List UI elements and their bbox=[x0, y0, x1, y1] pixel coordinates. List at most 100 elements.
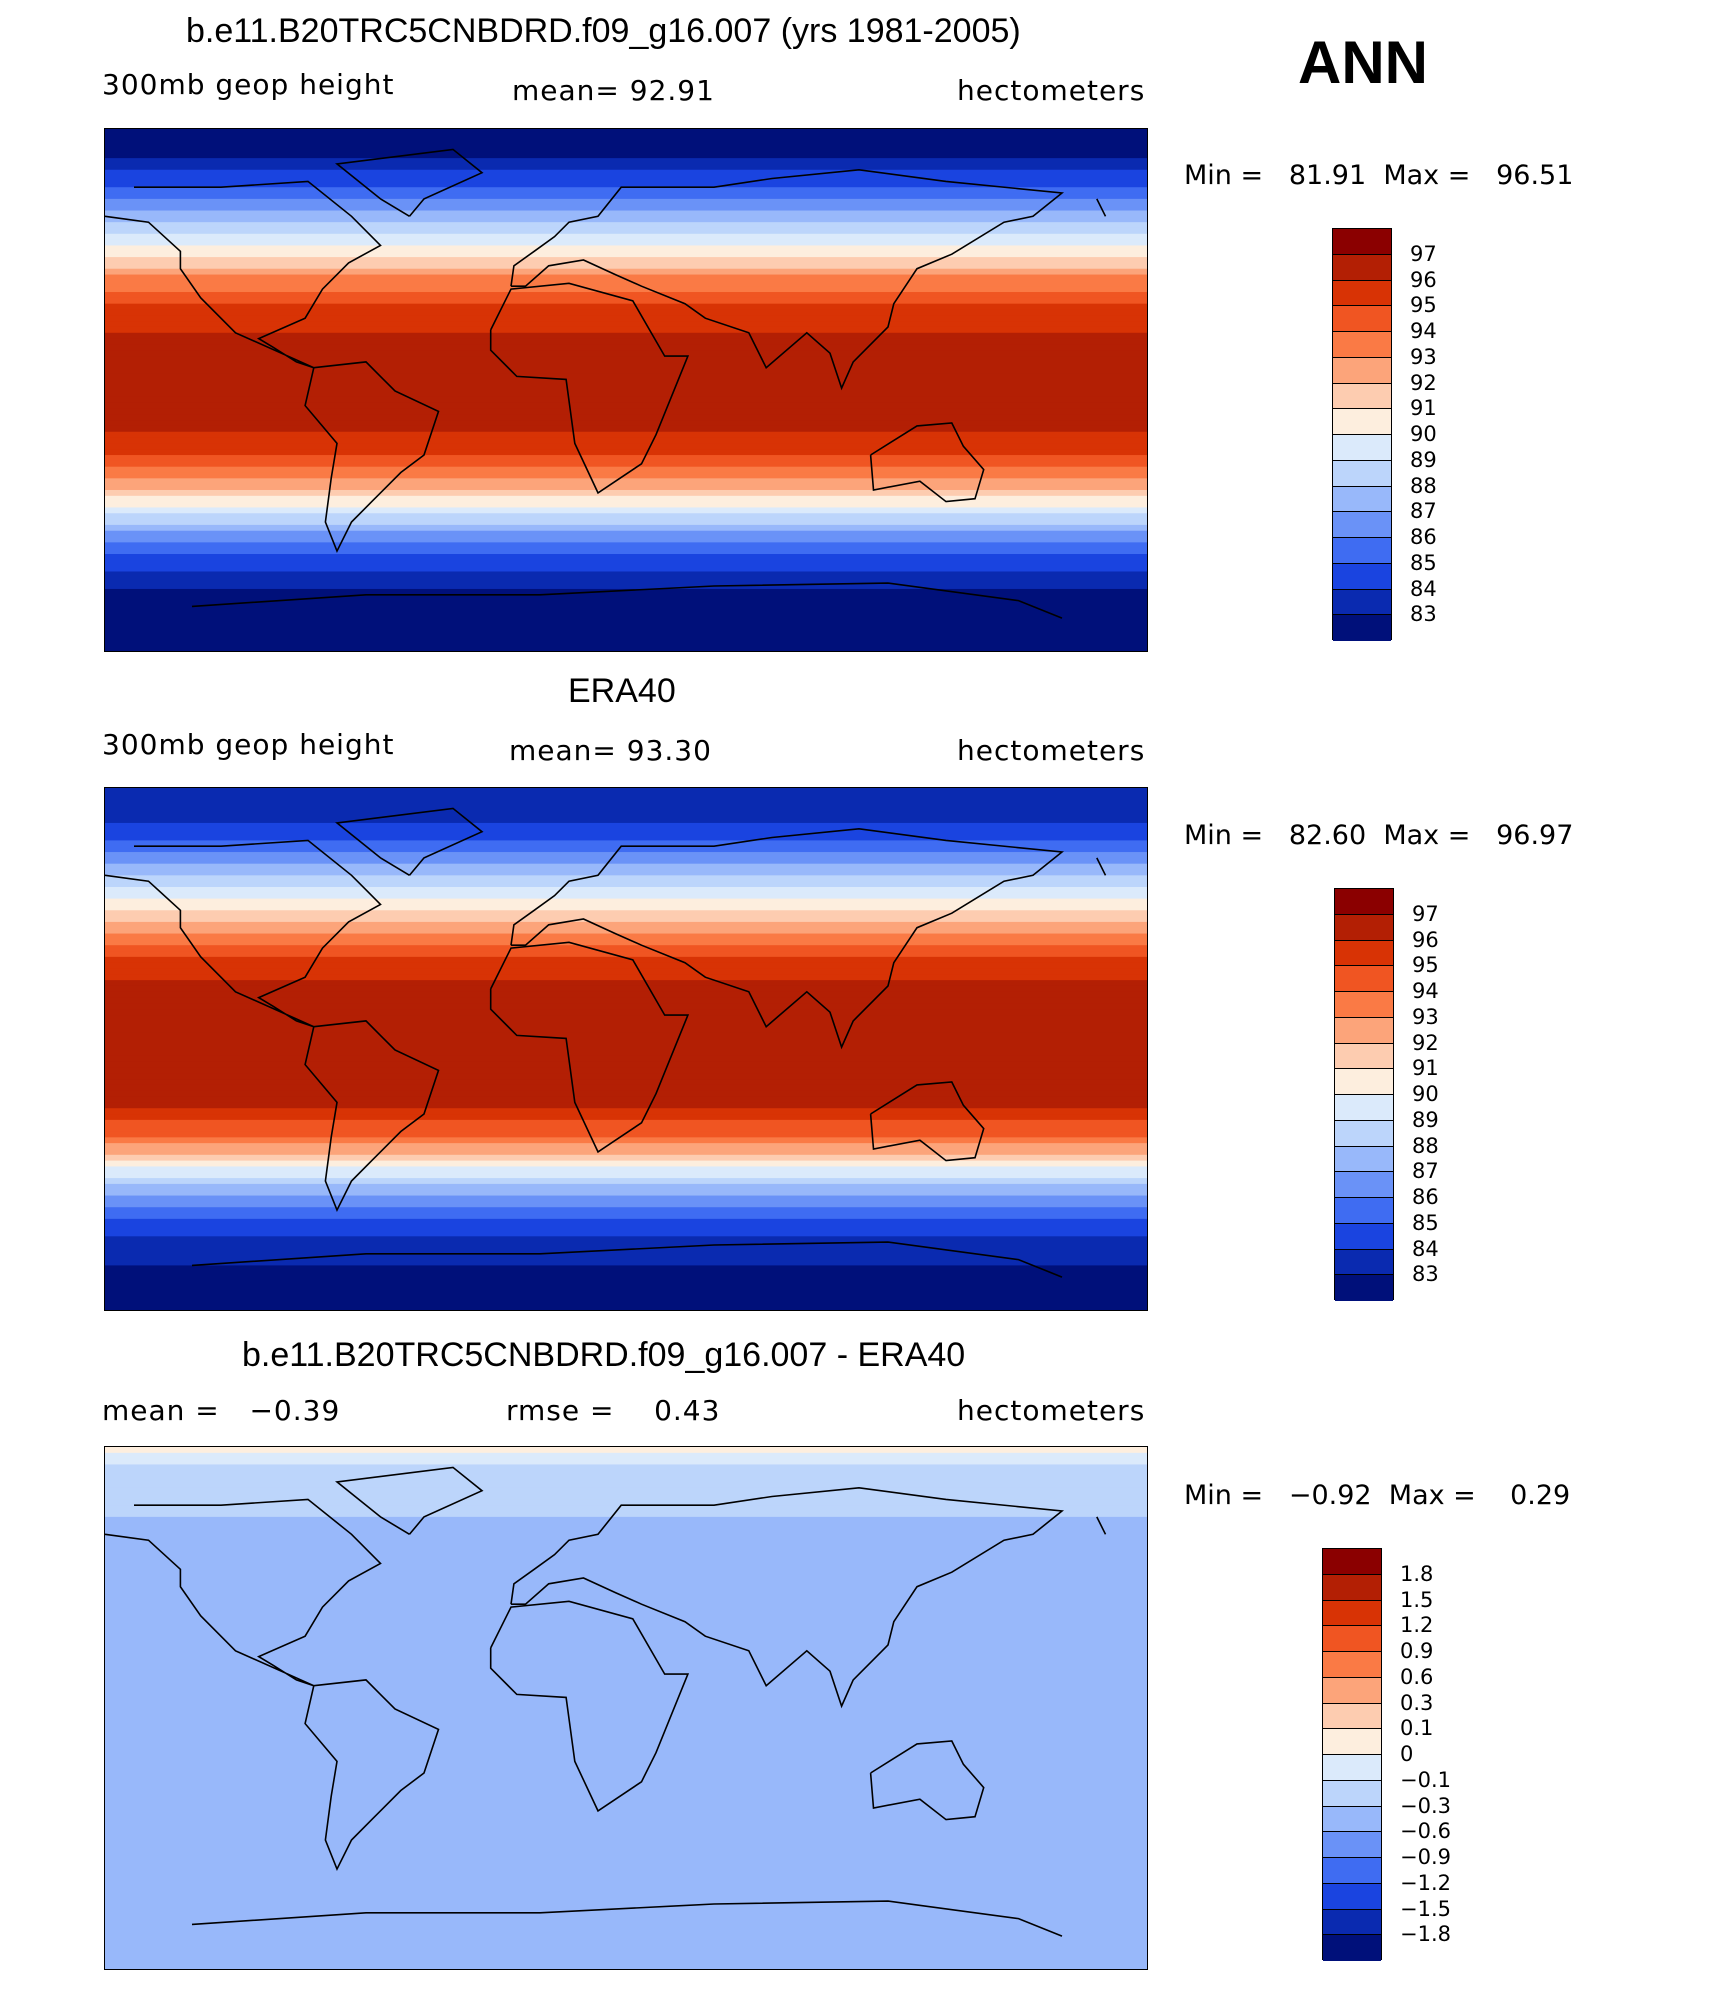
field-band bbox=[105, 478, 1147, 485]
field-band bbox=[105, 152, 1147, 159]
field-band bbox=[105, 1906, 1147, 1914]
colorbar-tick-label: 83 bbox=[1412, 1262, 1439, 1287]
coastline bbox=[304, 361, 440, 554]
field-band bbox=[105, 198, 1147, 206]
field-band bbox=[105, 414, 1147, 421]
field-band bbox=[105, 1230, 1147, 1237]
field-band bbox=[105, 629, 1147, 637]
colorbar-tick-label: 89 bbox=[1410, 447, 1437, 472]
colorbar-tick-label: 84 bbox=[1412, 1236, 1439, 1261]
field-band bbox=[105, 875, 1147, 882]
field-band bbox=[105, 1796, 1147, 1803]
field-band bbox=[105, 939, 1147, 946]
field-band bbox=[105, 204, 1147, 212]
coastline bbox=[489, 1600, 690, 1813]
field-band bbox=[105, 991, 1147, 999]
field-band bbox=[105, 1802, 1147, 1809]
field-band bbox=[105, 588, 1147, 596]
field-band bbox=[105, 449, 1147, 456]
field-band bbox=[105, 1610, 1147, 1617]
field-band bbox=[105, 968, 1147, 975]
colorbar-swatch bbox=[1335, 1198, 1393, 1224]
panel3-right-label: hectometers bbox=[957, 1394, 1146, 1427]
field-band bbox=[105, 1213, 1147, 1220]
colorbar-swatch bbox=[1333, 229, 1391, 255]
field-band bbox=[105, 257, 1147, 264]
colorbar-tick-label: 88 bbox=[1412, 1133, 1439, 1158]
field-band bbox=[105, 1825, 1147, 1832]
field-band bbox=[105, 1551, 1147, 1559]
field-band bbox=[105, 1294, 1147, 1301]
colorbar-swatch bbox=[1323, 1677, 1381, 1704]
field-band bbox=[105, 1195, 1147, 1202]
colorbar-tick-label: 1.5 bbox=[1400, 1587, 1434, 1612]
field-band bbox=[105, 1714, 1147, 1722]
colorbar-swatch bbox=[1335, 1095, 1393, 1121]
colorbar-swatch bbox=[1333, 357, 1391, 384]
field-band bbox=[105, 1743, 1147, 1751]
field-band bbox=[105, 425, 1147, 433]
field-band bbox=[105, 1061, 1147, 1069]
field-band bbox=[105, 548, 1147, 555]
colorbar-tick-label: 94 bbox=[1410, 319, 1437, 343]
coastline bbox=[510, 168, 1065, 391]
colorbar-tick-label: 97 bbox=[1412, 901, 1439, 926]
coastline bbox=[191, 1241, 1063, 1278]
field-band bbox=[105, 292, 1147, 299]
panel3-title: b.e11.B20TRC5CNBDRD.f09_g16.007 - ERA40 bbox=[242, 1336, 966, 1374]
colorbar-tick-label: 83 bbox=[1410, 602, 1437, 627]
field-band bbox=[105, 484, 1147, 491]
colorbar-swatch bbox=[1335, 1043, 1393, 1070]
field-band bbox=[105, 852, 1147, 859]
field-band bbox=[105, 1160, 1147, 1168]
field-band bbox=[105, 350, 1147, 357]
field-band bbox=[105, 1148, 1147, 1156]
colorbar-swatch bbox=[1323, 1755, 1381, 1781]
field-band bbox=[105, 1265, 1147, 1272]
field-band bbox=[105, 1877, 1147, 1885]
field-band bbox=[105, 1242, 1147, 1249]
field-band bbox=[105, 303, 1147, 311]
coastline bbox=[191, 582, 1063, 619]
field-band bbox=[105, 606, 1147, 613]
field-band bbox=[105, 805, 1147, 812]
field-band bbox=[105, 1096, 1147, 1103]
field-band bbox=[105, 822, 1147, 830]
field-band bbox=[105, 1447, 1147, 1454]
colorbar-tick-label: 0.3 bbox=[1400, 1690, 1434, 1715]
colorbar-swatch bbox=[1323, 1832, 1381, 1858]
field-band bbox=[105, 1936, 1147, 1943]
field-band bbox=[105, 1476, 1147, 1483]
field-band bbox=[105, 1953, 1147, 1960]
colorbar-tick-label: 0 bbox=[1400, 1742, 1414, 1766]
field-band bbox=[105, 1580, 1147, 1588]
field-band bbox=[105, 134, 1147, 142]
field-band bbox=[105, 385, 1147, 392]
field-band bbox=[105, 1732, 1147, 1739]
field-band bbox=[105, 1114, 1147, 1121]
field-band bbox=[105, 1143, 1147, 1150]
colorbar-tick-label: −0.1 bbox=[1400, 1767, 1451, 1792]
panel1-center-label: mean= 92.91 bbox=[512, 74, 715, 107]
field-band bbox=[105, 1154, 1147, 1162]
panel1-min-max: Min = 81.91 Max = 96.51 bbox=[1184, 160, 1574, 191]
field-band bbox=[105, 1726, 1147, 1733]
field-band bbox=[105, 1778, 1147, 1786]
field-band bbox=[105, 1534, 1147, 1541]
panel2-map bbox=[104, 787, 1148, 1311]
field-band bbox=[105, 1545, 1147, 1553]
field-band bbox=[105, 1470, 1147, 1477]
field-band bbox=[105, 1516, 1147, 1524]
field-band bbox=[105, 1464, 1147, 1471]
colorbar-swatch bbox=[1323, 1729, 1381, 1755]
colorbar-swatch bbox=[1335, 914, 1393, 941]
field-band bbox=[105, 793, 1147, 801]
field-band bbox=[105, 1761, 1147, 1768]
field-band bbox=[105, 1247, 1147, 1255]
field-band bbox=[105, 1860, 1147, 1867]
colorbar-swatch bbox=[1333, 332, 1391, 358]
field-band bbox=[105, 799, 1147, 807]
field-band bbox=[105, 1218, 1147, 1226]
field-band bbox=[105, 811, 1147, 818]
field-band bbox=[105, 1813, 1147, 1821]
